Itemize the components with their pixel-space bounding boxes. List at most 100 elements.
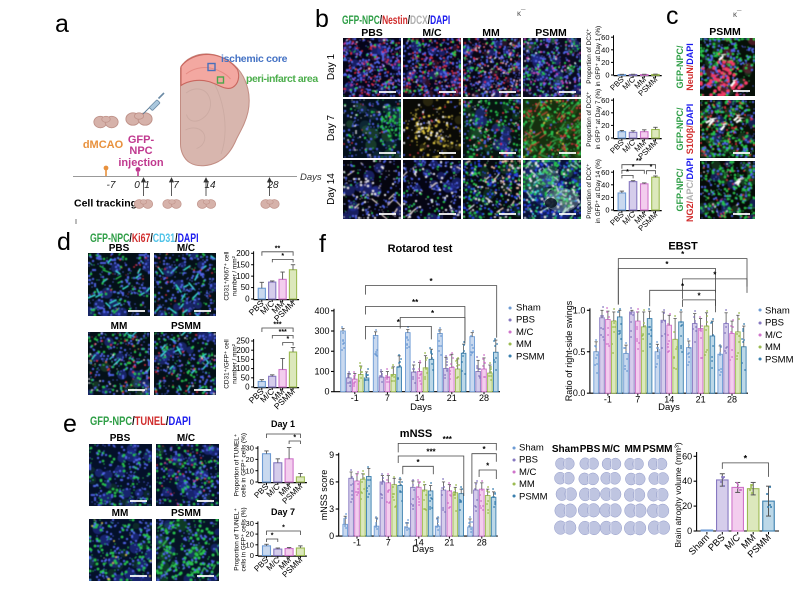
svg-text:7: 7: [385, 393, 390, 403]
svg-text:*: *: [483, 445, 487, 454]
svg-text:injection: injection: [118, 157, 164, 169]
svg-text:Day 1: Day 1: [326, 54, 337, 81]
svg-text:40: 40: [601, 180, 609, 189]
svg-text:100: 100: [314, 366, 329, 376]
svg-text:in GFP⁺ at Day 7 (%): in GFP⁺ at Day 7 (%): [595, 89, 602, 150]
svg-text:PSMM: PSMM: [643, 444, 673, 455]
svg-text:PSMM: PSMM: [171, 321, 201, 332]
svg-text:M/C: M/C: [422, 27, 442, 39]
svg-text:PSMM: PSMM: [709, 26, 741, 38]
svg-text:250: 250: [236, 337, 250, 346]
svg-text:0.0: 0.0: [573, 388, 586, 398]
svg-text:Proportion of DCX⁺: Proportion of DCX⁺: [586, 28, 593, 83]
svg-text:40: 40: [682, 476, 692, 486]
svg-text:300: 300: [314, 326, 329, 336]
svg-text:20: 20: [246, 455, 254, 464]
svg-text:20: 20: [682, 501, 692, 511]
svg-text:*: *: [282, 428, 285, 435]
svg-text:-1: -1: [604, 395, 612, 405]
svg-text:0: 0: [250, 478, 254, 487]
svg-text:peri-infarct area: peri-infarct area: [246, 73, 318, 85]
svg-text:20: 20: [601, 58, 609, 67]
svg-text:*: *: [287, 336, 290, 343]
svg-text:0: 0: [134, 180, 140, 191]
svg-text:0: 0: [245, 295, 250, 304]
svg-text:M/C: M/C: [177, 433, 195, 444]
svg-text:GFP-NPC/: GFP-NPC/: [675, 168, 685, 212]
svg-text:mNSS score: mNSS score: [319, 470, 329, 521]
svg-text:10: 10: [246, 466, 254, 475]
svg-text:*: *: [281, 253, 284, 260]
svg-text:***: ***: [443, 435, 453, 444]
svg-text:*: *: [626, 169, 629, 176]
svg-text:28: 28: [477, 538, 487, 548]
svg-text:in GFP⁺ at Day 14 (%): in GFP⁺ at Day 14 (%): [595, 159, 602, 223]
svg-text:PSMM: PSMM: [535, 27, 567, 39]
svg-text:*: *: [486, 462, 490, 471]
svg-text:**: **: [636, 158, 642, 165]
svg-text:*: *: [397, 318, 401, 327]
svg-text:0: 0: [605, 71, 609, 80]
svg-text:0: 0: [324, 387, 329, 397]
svg-text:M/C: M/C: [519, 467, 537, 478]
svg-text:6: 6: [329, 477, 334, 487]
svg-text:PBS: PBS: [516, 315, 535, 326]
svg-text:9: 9: [329, 450, 334, 460]
svg-text:***: ***: [273, 322, 281, 329]
svg-text:-7: -7: [107, 180, 116, 191]
svg-text:*: *: [416, 458, 420, 467]
svg-text:*: *: [681, 250, 685, 259]
svg-text:*: *: [632, 164, 635, 171]
svg-text:PSMM: PSMM: [171, 508, 201, 519]
svg-text:200: 200: [236, 249, 250, 258]
svg-text:PBS: PBS: [519, 455, 538, 466]
svg-text:GFP-NPC/: GFP-NPC/: [675, 107, 685, 151]
svg-text:MM: MM: [624, 444, 641, 455]
svg-text:ischemic core: ischemic core: [221, 53, 288, 65]
svg-text:50: 50: [241, 373, 250, 382]
svg-text:PBS: PBS: [109, 243, 130, 254]
svg-text:Ratio of right-side swings: Ratio of right-side swings: [564, 300, 574, 401]
svg-text:21: 21: [696, 395, 706, 405]
svg-text:NPC: NPC: [129, 145, 152, 157]
svg-text:GFP-NPC/TUNEL/DAPI: GFP-NPC/TUNEL/DAPI: [90, 415, 191, 428]
svg-text:dMCAO: dMCAO: [83, 139, 124, 151]
svg-text:M/C: M/C: [765, 330, 783, 341]
svg-text:Day 14: Day 14: [326, 173, 337, 205]
svg-text:in GFP⁺ at Day 1 (%): in GFP⁺ at Day 1 (%): [595, 26, 602, 87]
svg-text:Days: Days: [410, 402, 432, 413]
svg-text:60: 60: [601, 96, 609, 105]
svg-text:7: 7: [386, 538, 391, 548]
svg-text:b: b: [315, 5, 329, 33]
svg-text:cells in GFP⁺ cells (%): cells in GFP⁺ cells (%): [240, 433, 247, 497]
svg-text:Cell tracking: Cell tracking: [74, 198, 137, 210]
svg-text:60: 60: [601, 33, 609, 42]
svg-text:CD31⁺/Ki67⁺ cell: CD31⁺/Ki67⁺ cell: [224, 252, 231, 301]
svg-text:0: 0: [329, 531, 334, 541]
svg-text:0: 0: [605, 206, 609, 215]
svg-text:mNSS: mNSS: [400, 428, 432, 440]
svg-text:Day 7: Day 7: [326, 115, 337, 142]
svg-text:PSMM: PSMM: [765, 354, 794, 365]
svg-text:GFP-: GFP-: [128, 134, 155, 146]
svg-text:PBS: PBS: [361, 27, 383, 39]
svg-text:150: 150: [236, 355, 250, 364]
svg-text:30: 30: [246, 519, 254, 528]
svg-text:*: *: [681, 282, 685, 291]
svg-text:Days: Days: [658, 402, 680, 413]
svg-text:Proportion of TUNEL⁺: Proportion of TUNEL⁺: [233, 434, 240, 497]
svg-text:GFP-NPC/Nestin/DCX/DAPI: GFP-NPC/Nestin/DCX/DAPI: [342, 15, 450, 28]
svg-text:*: *: [282, 525, 285, 532]
svg-text:40: 40: [601, 45, 609, 54]
svg-text:*: *: [665, 260, 669, 269]
svg-text:7: 7: [173, 180, 179, 191]
svg-text:κ¯: κ¯: [517, 9, 526, 18]
svg-text:e: e: [63, 410, 77, 438]
svg-text:Days: Days: [300, 172, 322, 183]
svg-text:number / mm²: number / mm²: [232, 256, 239, 296]
svg-text:EBST: EBST: [668, 241, 698, 253]
svg-text:0: 0: [250, 551, 254, 560]
svg-text:21: 21: [447, 393, 457, 403]
svg-text:MM: MM: [111, 321, 128, 332]
svg-text:d: d: [57, 228, 71, 256]
